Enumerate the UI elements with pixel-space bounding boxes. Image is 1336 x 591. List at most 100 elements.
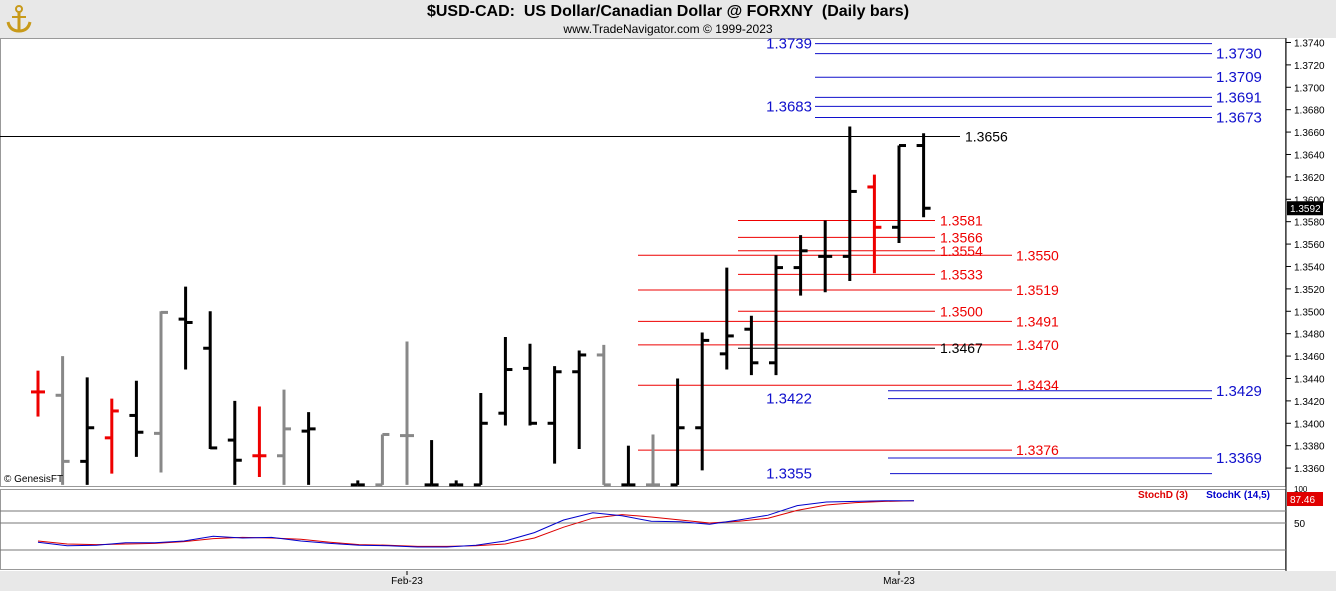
- price-axis-tick-label: 1.3520: [1294, 285, 1325, 296]
- ohlc-bar: [31, 370, 45, 417]
- price-axis-tick-label: 1.3580: [1294, 218, 1325, 229]
- ohlc-bar: [449, 480, 464, 487]
- price-axis-tick-label: 1.3560: [1294, 240, 1325, 251]
- ohlc-bar: [892, 144, 906, 243]
- price-axis-tick-label: 1.3680: [1294, 106, 1325, 117]
- level-label: 1.3376: [1016, 442, 1059, 458]
- last-price-label: 1.3592: [1290, 204, 1321, 215]
- level-label: 1.3467: [940, 340, 983, 356]
- price-axis-tick-label: 1.3740: [1294, 38, 1325, 49]
- ohlc-bar: [154, 310, 168, 473]
- level-label: 1.3691: [1216, 89, 1262, 106]
- ohlc-bar: [719, 267, 734, 370]
- ohlc-bar: [818, 220, 833, 293]
- ohlc-bar: [695, 332, 710, 471]
- ohlc-bar: [523, 343, 537, 426]
- ohlc-bar: [350, 480, 365, 487]
- date-axis-label: Feb-23: [391, 576, 423, 587]
- ohlc-bar: [670, 378, 685, 487]
- ohlc-bar: [424, 440, 439, 487]
- price-axis-tick-label: 1.3440: [1294, 374, 1325, 385]
- ohlc-bar: [129, 380, 144, 457]
- ohlc-bar: [596, 344, 611, 487]
- price-axis-tick-label: 1.3380: [1294, 442, 1325, 453]
- level-label: 1.3355: [766, 466, 812, 483]
- stochd-legend: StochD (3): [1138, 490, 1188, 501]
- chart-subtitle: www.TradeNavigator.com © 1999-2023: [563, 22, 773, 36]
- ohlc-bar: [547, 366, 562, 464]
- ohlc-bar: [916, 133, 931, 218]
- ohlc-bar: [400, 341, 414, 485]
- price-axis-tick-label: 1.3400: [1294, 419, 1325, 430]
- ohlc-bar: [55, 356, 70, 485]
- stochk-legend: StochK (14,5): [1206, 490, 1270, 501]
- price-axis-tick-label: 1.3360: [1294, 464, 1325, 475]
- ohlc-bar: [203, 311, 218, 450]
- level-label: 1.3533: [940, 266, 983, 282]
- level-label: 1.3491: [1016, 313, 1059, 329]
- date-axis-bar: [0, 571, 1336, 591]
- ohlc-bar: [572, 350, 587, 450]
- ohlc-bar: [621, 445, 636, 487]
- level-label: 1.3550: [1016, 247, 1059, 263]
- price-axis-tick-label: 1.3480: [1294, 330, 1325, 341]
- stoch-last-label: 87.46: [1290, 495, 1315, 506]
- ohlc-bar: [744, 315, 759, 376]
- level-label: 1.3581: [940, 213, 983, 229]
- level-label: 1.3683: [766, 98, 812, 115]
- ohlc-bar: [867, 174, 882, 274]
- price-axis-tick-label: 1.3660: [1294, 128, 1325, 139]
- ohlc-bar: [277, 389, 291, 485]
- level-label: 1.3566: [940, 229, 983, 245]
- chart-header: $USD-CAD: US Dollar/Canadian Dollar @ FO…: [0, 0, 1336, 38]
- ohlc-bar: [842, 126, 857, 282]
- price-axis-tick-label: 1.3640: [1294, 150, 1325, 161]
- price-axis-tick-label: 1.3460: [1294, 352, 1325, 363]
- price-axis-tick-label: 1.3720: [1294, 61, 1325, 72]
- level-label: 1.3519: [1016, 282, 1059, 298]
- level-label: 1.3554: [940, 243, 983, 259]
- level-label: 1.3673: [1216, 110, 1262, 127]
- price-axis-tick-label: 1.3500: [1294, 307, 1325, 318]
- stochastic-pane-frame: [0, 489, 1286, 570]
- level-label: 1.3709: [1216, 69, 1262, 86]
- stochd-line: [37, 500, 915, 547]
- level-label: 1.3500: [940, 303, 983, 319]
- price-axis-tick-label: 1.3420: [1294, 397, 1325, 408]
- level-label: 1.3434: [1016, 377, 1059, 393]
- stoch-last-box: [1287, 492, 1323, 506]
- price-axis-panel: [1286, 38, 1336, 571]
- level-label: 1.3656: [965, 129, 1008, 145]
- level-label: 1.3422: [766, 391, 812, 408]
- date-axis-label: Mar-23: [883, 576, 915, 587]
- price-pane-frame: [0, 38, 1286, 487]
- ohlc-bar: [227, 400, 242, 485]
- copyright-label: © GenesisFT: [4, 474, 64, 485]
- ohlc-bar: [104, 398, 119, 474]
- stoch-tick-50: 50: [1294, 519, 1306, 530]
- price-axis-tick-label: 1.3700: [1294, 83, 1325, 94]
- price-axis-tick-label: 1.3620: [1294, 173, 1325, 184]
- ohlc-bar: [178, 286, 193, 370]
- price-axis-tick-label: 1.3540: [1294, 262, 1325, 273]
- ohlc-bar: [301, 412, 316, 485]
- level-label: 1.3470: [1016, 337, 1059, 353]
- ohlc-bar: [80, 377, 95, 485]
- ohlc-bar: [252, 406, 267, 478]
- last-price-box: [1287, 201, 1323, 216]
- ohlc-bar: [793, 235, 808, 296]
- ohlc-bar: [498, 337, 513, 426]
- anchor-logo-icon: [6, 5, 32, 33]
- stoch-tick-100: 100: [1294, 485, 1308, 494]
- ohlc-bar: [769, 255, 783, 376]
- ohlc-bar: [375, 432, 390, 487]
- ohlc-bar: [646, 434, 660, 487]
- level-label: 1.3369: [1216, 450, 1262, 467]
- level-label: 1.3730: [1216, 46, 1262, 63]
- ohlc-bar: [473, 393, 488, 487]
- price-axis-tick-label: 1.3600: [1294, 195, 1325, 206]
- stochk-line: [37, 500, 914, 548]
- level-label: 1.3429: [1216, 383, 1262, 400]
- level-label: 1.3739: [766, 36, 812, 53]
